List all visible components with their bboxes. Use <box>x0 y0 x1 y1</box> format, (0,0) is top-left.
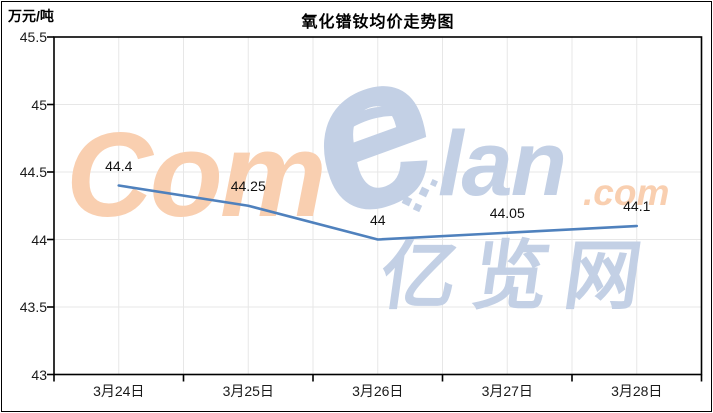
chart-title: 氧化镨钕均价走势图 <box>301 14 455 31</box>
y-axis-unit-label: 万元/吨 <box>8 8 54 24</box>
price-trend-line <box>117 184 639 241</box>
plot-area-border <box>53 36 703 376</box>
